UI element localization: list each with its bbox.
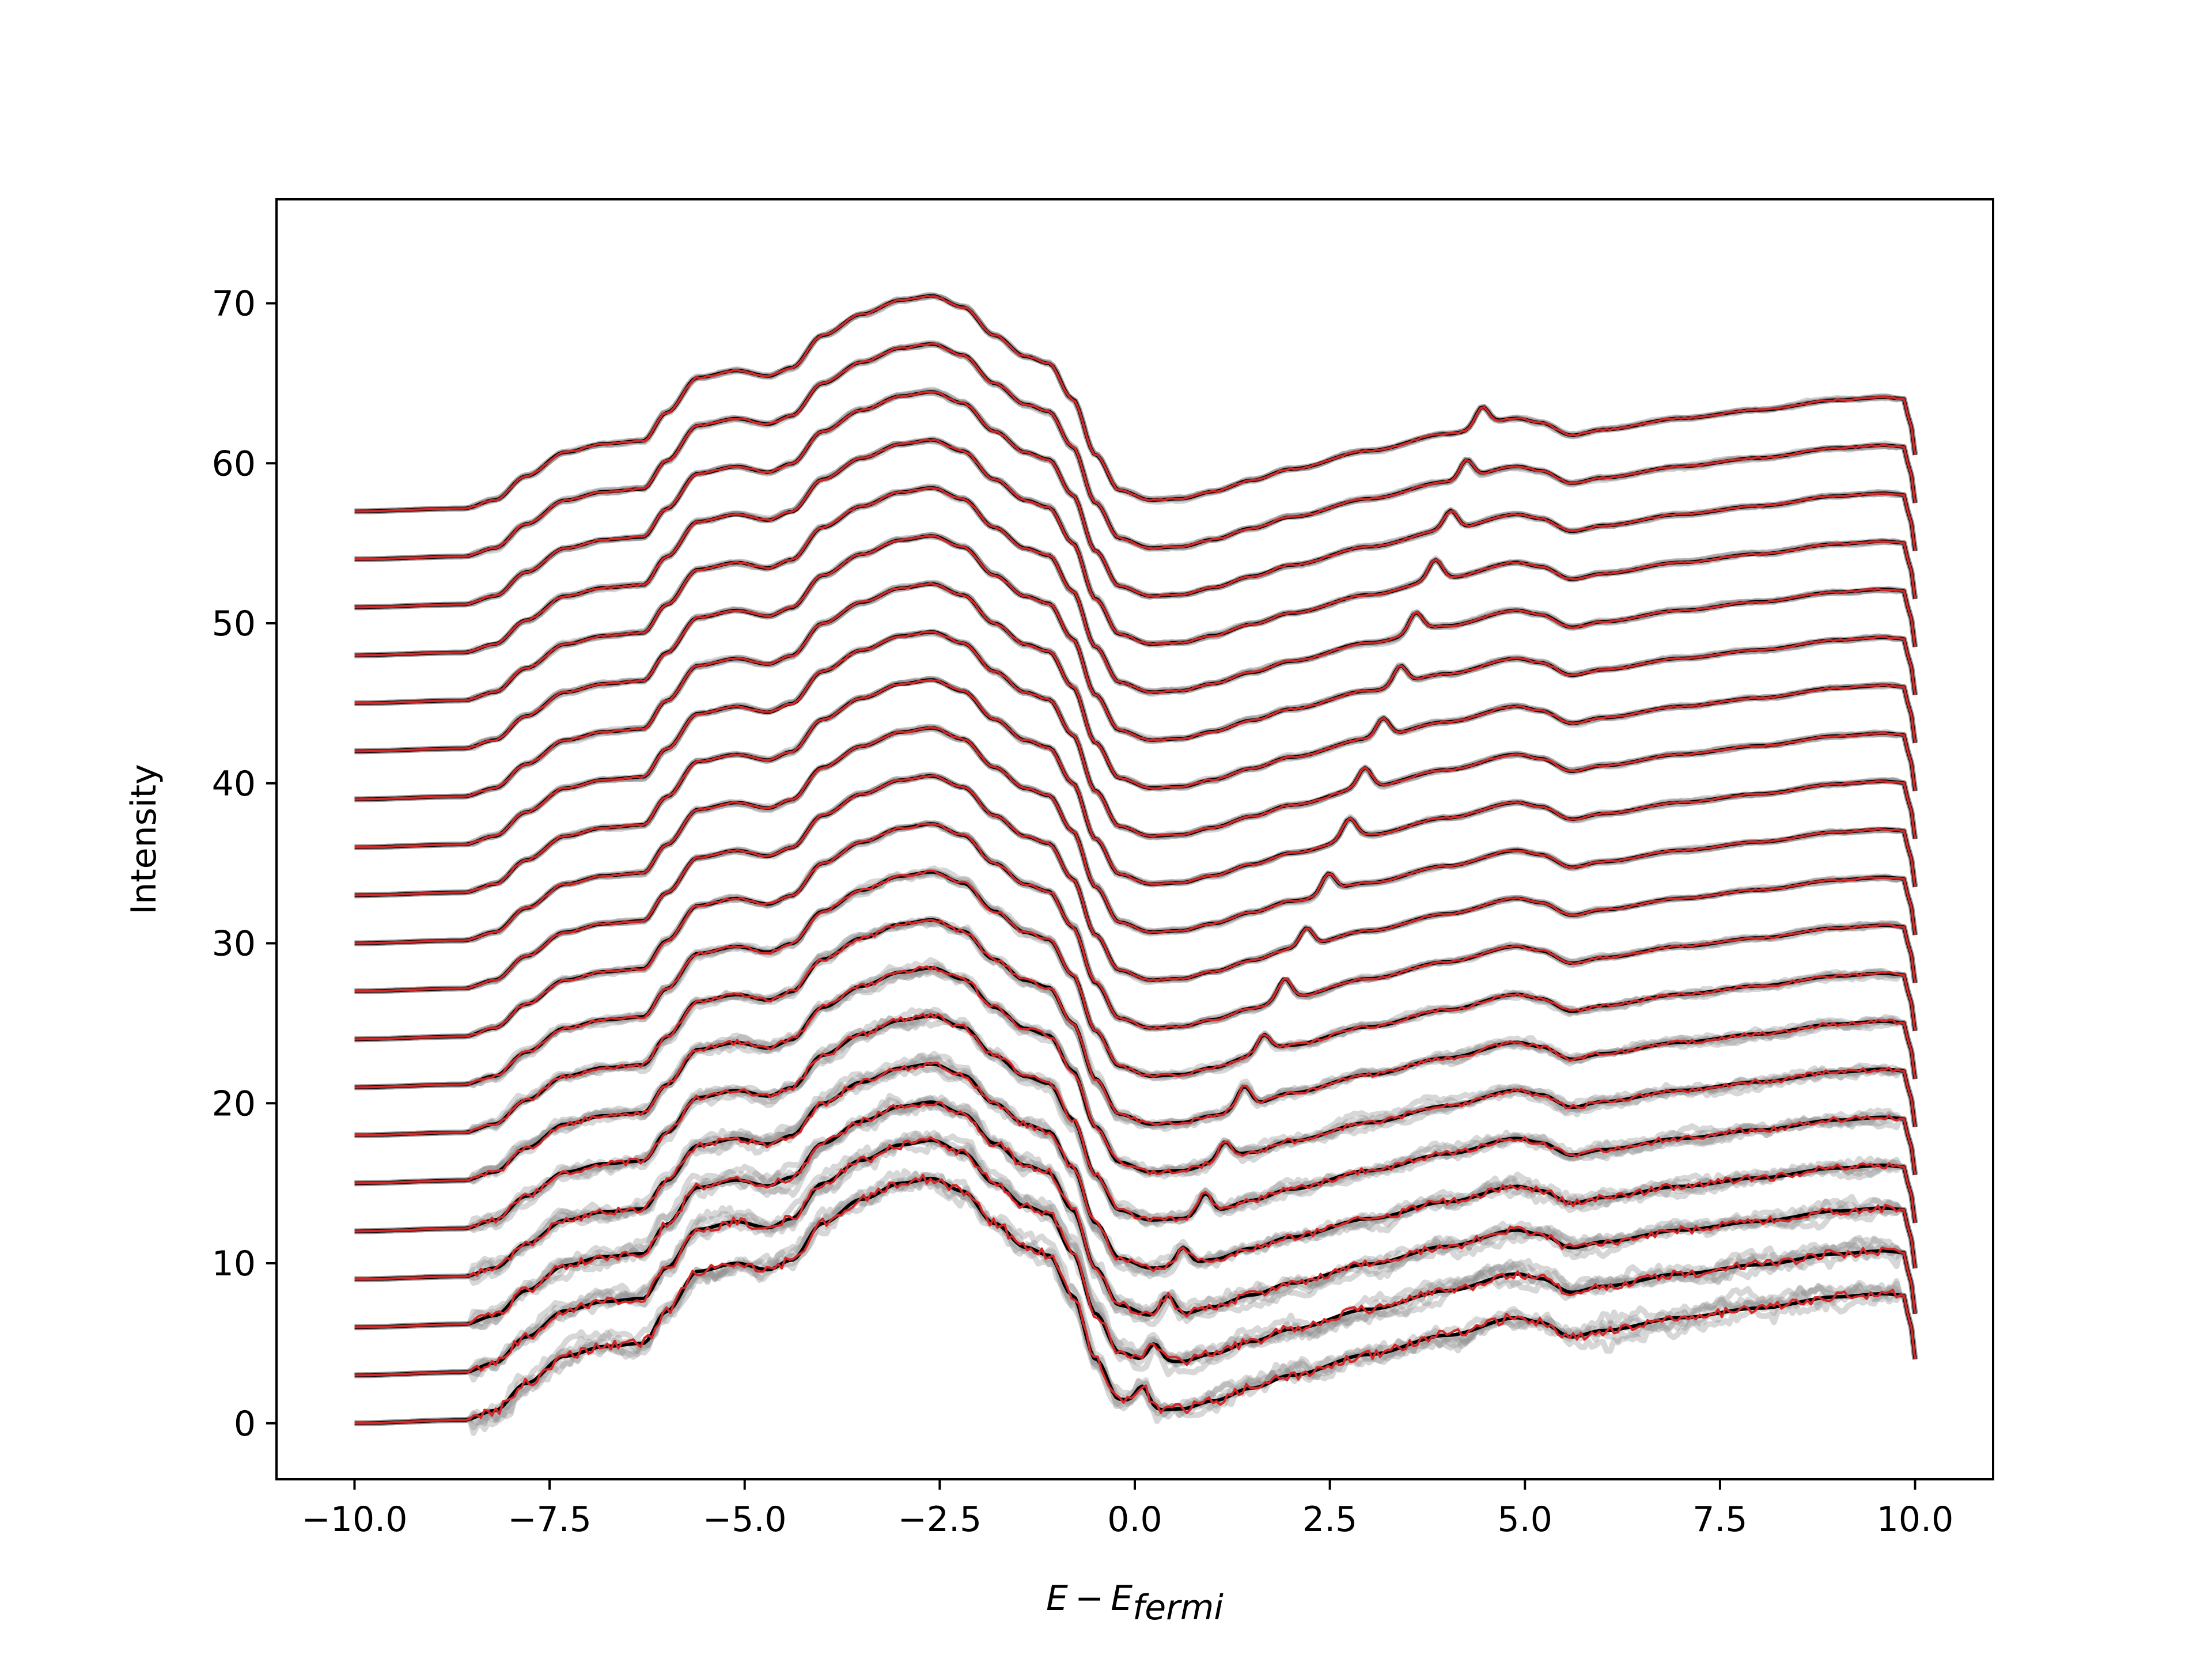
y-tick-label: 0 bbox=[234, 1404, 256, 1444]
highlight-trace bbox=[354, 630, 1916, 849]
x-axis-label-energy: E bbox=[1046, 1578, 1068, 1619]
x-axis-label-minus: − bbox=[1075, 1578, 1104, 1619]
highlight-trace bbox=[354, 1136, 1916, 1377]
highlight-trace bbox=[354, 726, 1916, 945]
ensemble-trace bbox=[354, 1135, 1918, 1378]
highlight-trace bbox=[354, 1061, 1916, 1281]
highlight-trace bbox=[354, 391, 1916, 609]
x-tick-label: 10.0 bbox=[1877, 1499, 1954, 1540]
highlight-trace bbox=[354, 1101, 1916, 1329]
y-tick-label: 50 bbox=[212, 604, 256, 644]
x-tick-label: 7.5 bbox=[1692, 1499, 1747, 1540]
x-tick-label: −5.0 bbox=[703, 1499, 787, 1540]
y-tick-label: 70 bbox=[212, 284, 256, 324]
highlight-trace bbox=[354, 774, 1916, 993]
x-tick-label: 2.5 bbox=[1302, 1499, 1357, 1540]
x-axis-label-subscript: fermi bbox=[1132, 1588, 1224, 1628]
highlight-trace bbox=[354, 679, 1916, 897]
highlight-trace bbox=[354, 918, 1916, 1137]
y-tick-label: 60 bbox=[212, 444, 256, 484]
highlight-trace bbox=[354, 582, 1916, 801]
y-tick-label: 40 bbox=[212, 764, 256, 804]
highlight-trace bbox=[354, 438, 1916, 657]
y-tick-label: 10 bbox=[212, 1244, 256, 1284]
highlight-trace bbox=[354, 823, 1916, 1041]
x-axis-label: E − Efermi bbox=[1046, 1578, 1224, 1628]
y-axis: 0 10 20 30 40 50 60 70 bbox=[212, 284, 276, 1444]
highlight-trace bbox=[354, 1012, 1916, 1233]
highlight-trace bbox=[354, 965, 1916, 1185]
y-tick-label: 30 bbox=[212, 924, 256, 964]
highlight-trace bbox=[354, 342, 1916, 560]
highlight-trace bbox=[354, 486, 1916, 704]
ensemble-trace bbox=[354, 1064, 1918, 1282]
ensemble-trace bbox=[354, 1130, 1918, 1378]
ensemble-trace bbox=[354, 1010, 1918, 1234]
trace-group bbox=[354, 292, 1918, 1436]
x-axis: −10.0 −7.5 −5.0 −2.5 0.0 2.5 5.0 7.5 10.0 bbox=[302, 1479, 1954, 1540]
x-tick-label: −7.5 bbox=[507, 1499, 592, 1540]
x-tick-label: 0.0 bbox=[1107, 1499, 1162, 1540]
x-tick-label: −2.5 bbox=[898, 1499, 982, 1540]
highlight-trace bbox=[354, 1173, 1916, 1425]
x-tick-label: −10.0 bbox=[302, 1499, 408, 1540]
ensemble-trace bbox=[354, 1168, 1918, 1426]
y-tick-label: 20 bbox=[212, 1084, 256, 1124]
x-axis-label-fermi-energy: E bbox=[1111, 1578, 1132, 1619]
y-axis-label: Intensity bbox=[124, 764, 164, 914]
highlight-trace bbox=[354, 294, 1916, 513]
ensemble-trace bbox=[354, 1171, 1918, 1436]
x-tick-label: 5.0 bbox=[1498, 1499, 1552, 1540]
highlight-trace bbox=[354, 869, 1916, 1089]
highlight-trace bbox=[354, 535, 1916, 753]
